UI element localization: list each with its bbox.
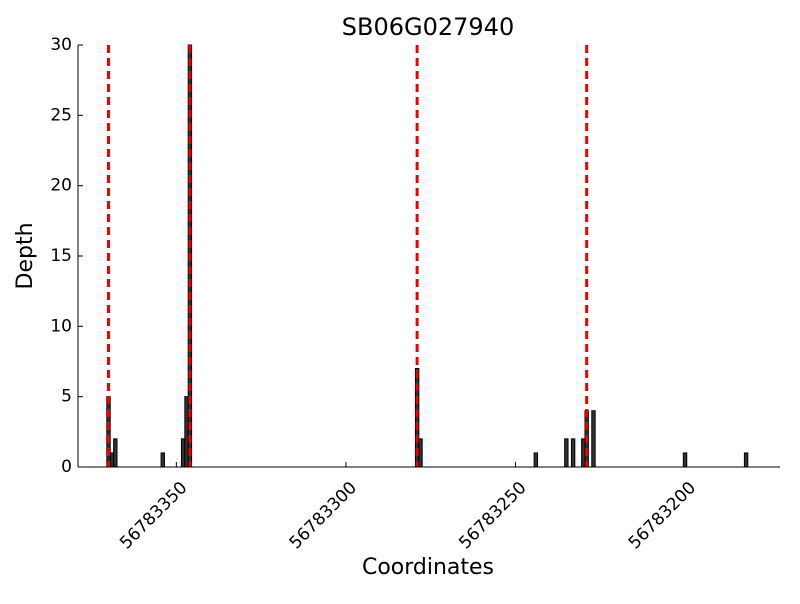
- bar: [570, 438, 576, 468]
- x-tick-label: 56783250: [455, 478, 530, 553]
- bar: [106, 396, 111, 468]
- y-tick-label: 25: [50, 105, 72, 125]
- bar: [180, 438, 186, 468]
- x-tick-label: 56783300: [286, 478, 361, 553]
- bar: [743, 452, 749, 468]
- bar: [564, 438, 569, 468]
- y-tick-label: 10: [50, 316, 72, 336]
- y-tick-label: 0: [61, 457, 72, 477]
- bar: [591, 410, 596, 468]
- y-tick-label: 30: [50, 35, 72, 55]
- x-tick-label: 56783200: [625, 478, 700, 553]
- y-axis-label: Depth: [13, 222, 38, 289]
- y-tick-label: 5: [61, 387, 72, 407]
- bar: [113, 438, 118, 468]
- bar: [682, 452, 688, 468]
- bar: [160, 452, 165, 468]
- y-tick-label: 15: [50, 246, 72, 266]
- y-tick-label: 20: [50, 176, 72, 196]
- chart-title: SB06G027940: [342, 13, 514, 41]
- bar: [581, 438, 586, 468]
- bar: [418, 438, 423, 468]
- bar: [109, 452, 115, 468]
- x-tick-label: 56783350: [116, 478, 191, 553]
- bar: [184, 396, 189, 468]
- x-axis-label: Coordinates: [362, 555, 494, 580]
- bar: [533, 452, 539, 468]
